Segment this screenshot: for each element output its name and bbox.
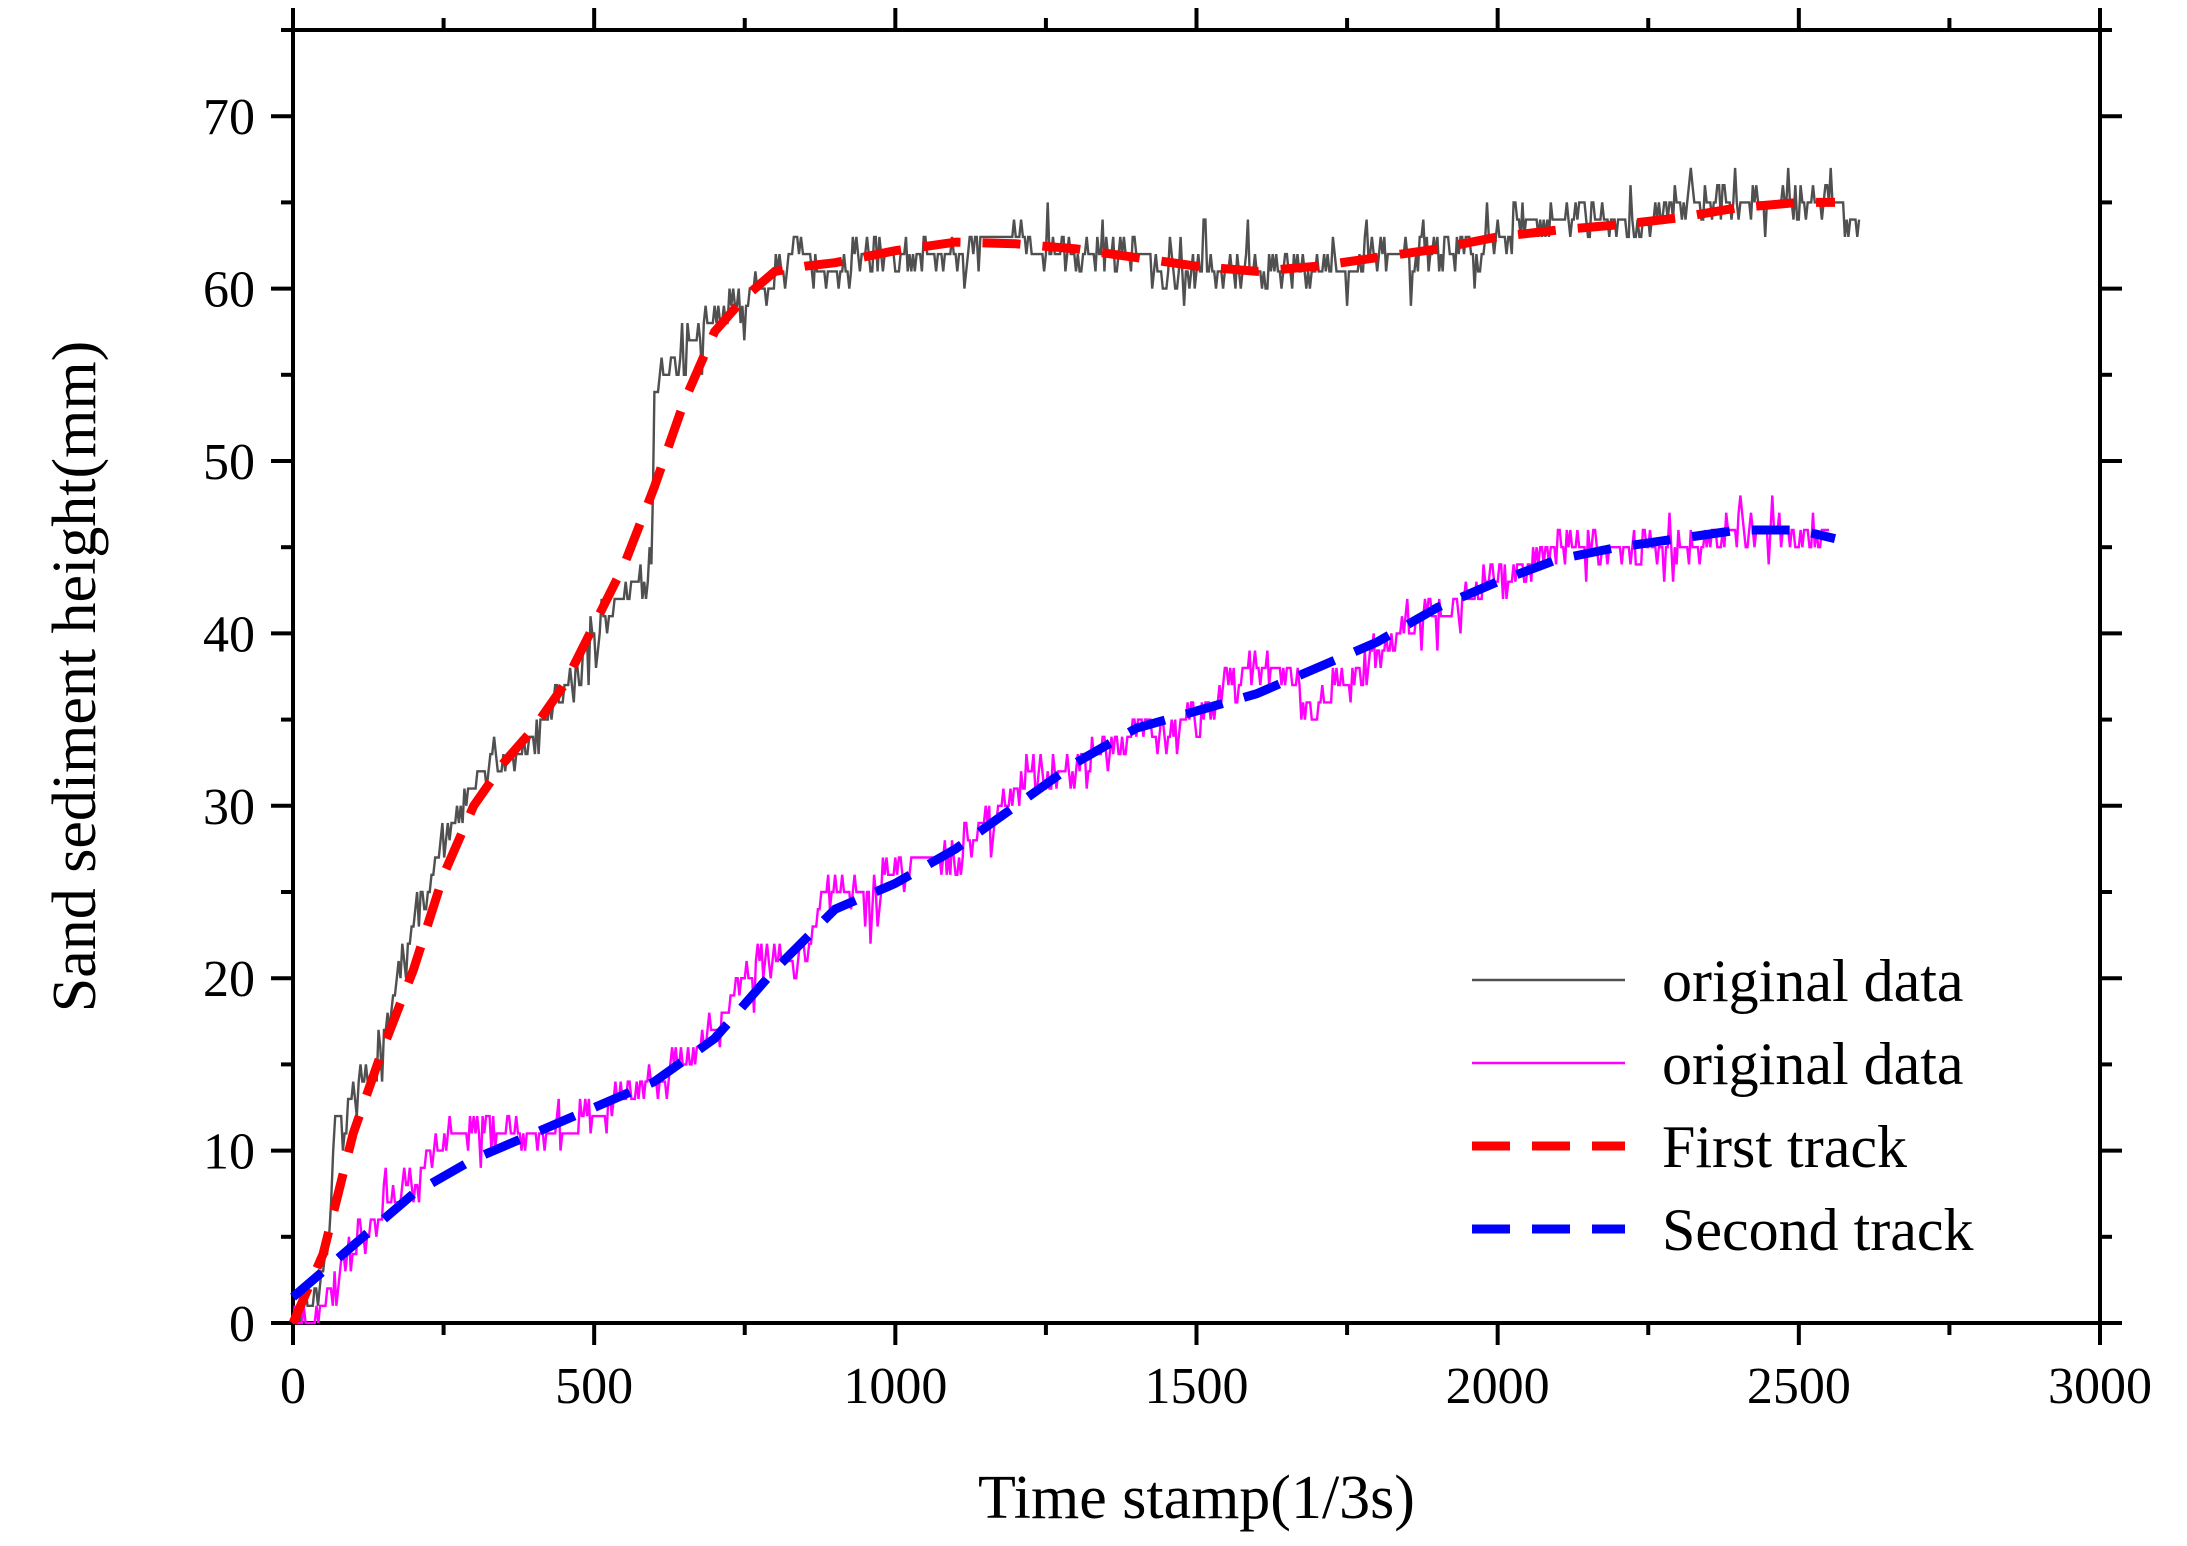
series-line-2 <box>288 197 1835 1325</box>
y-tick-label: 30 <box>203 779 255 836</box>
legend-label-0: original data <box>1662 948 1964 1014</box>
y-tick-label: 0 <box>229 1296 255 1353</box>
x-tick-label: 1000 <box>843 1358 947 1415</box>
y-tick-label: 10 <box>203 1124 255 1181</box>
y-tick-label: 50 <box>203 434 255 491</box>
y-tick-label: 20 <box>203 951 255 1008</box>
legend: original data original data First track Sec… <box>1472 948 1974 1263</box>
x-tick-label: 3000 <box>2048 1358 2152 1415</box>
y-axis-title: Sand sediment height(mm) <box>41 341 109 1013</box>
legend-label-3: Second track <box>1662 1197 1974 1263</box>
x-tick-label: 1500 <box>1145 1358 1249 1415</box>
x-tick-label: 0 <box>280 1358 306 1415</box>
series-layer <box>288 167 1861 1325</box>
y-tick-label: 70 <box>203 89 255 146</box>
series-line-1 <box>291 495 1829 1325</box>
y-tick-label: 60 <box>203 262 255 319</box>
legend-label-2: First track <box>1662 1114 1907 1180</box>
legend-label-1: original data <box>1662 1031 1964 1097</box>
y-tick-label: 40 <box>203 606 255 663</box>
series-line-0 <box>293 167 1861 1325</box>
x-tick-label: 500 <box>555 1358 633 1415</box>
plot-axes: 0 500 1000 1500 2000 2500 3000 0 10 20 30 40 50 60 70 <box>203 8 2152 1415</box>
x-tick-label: 2000 <box>1446 1358 1550 1415</box>
series-line-3 <box>290 525 1837 1301</box>
x-tick-label: 2500 <box>1747 1358 1851 1415</box>
x-axis-title: Time stamp(1/3s) <box>978 1464 1415 1532</box>
